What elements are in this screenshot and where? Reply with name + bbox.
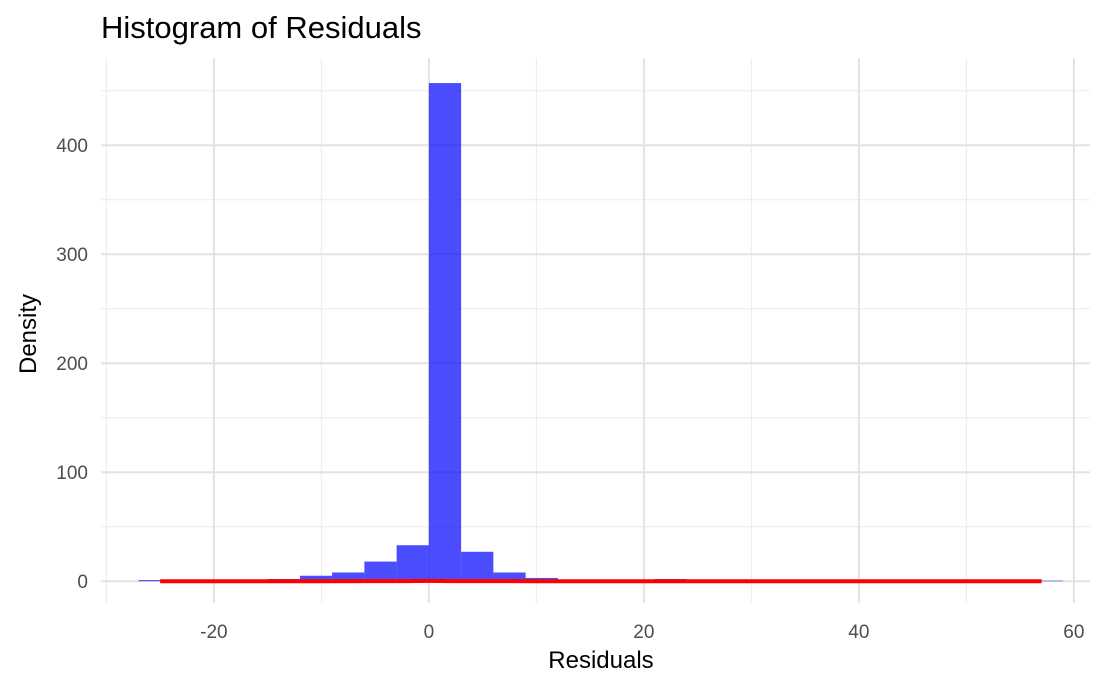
y-tick-label: 400 — [56, 136, 88, 157]
x-axis-ticks: -20 0 20 40 60 — [200, 622, 1084, 643]
histogram-bar — [1041, 580, 1064, 582]
x-tick-label: 0 — [424, 622, 435, 643]
histogram-bar — [428, 83, 462, 582]
x-tick-label: -20 — [200, 622, 227, 643]
x-tick-label: 20 — [633, 622, 654, 643]
x-tick-label: 60 — [1063, 622, 1084, 643]
histogram-bar — [299, 575, 333, 582]
histogram-bar — [396, 545, 429, 582]
histogram-bar — [493, 572, 526, 582]
y-tick-label: 0 — [77, 572, 88, 593]
grid-minor — [101, 58, 1090, 603]
y-axis-ticks: 0 100 200 300 400 — [56, 136, 88, 593]
histogram-bars — [138, 83, 1064, 582]
x-axis-title: Residuals — [548, 647, 653, 674]
y-tick-label: 100 — [56, 463, 88, 484]
y-axis-title: Density — [15, 294, 42, 374]
y-tick-label: 200 — [56, 354, 88, 375]
chart-title: Histogram of Residuals — [101, 10, 422, 45]
grid-major — [101, 58, 1090, 603]
histogram-bar — [332, 572, 365, 582]
y-tick-label: 300 — [56, 245, 88, 266]
x-tick-label: 40 — [848, 622, 869, 643]
histogram-bar — [364, 561, 397, 582]
histogram-bar — [138, 580, 171, 582]
histogram-bar — [461, 551, 494, 582]
